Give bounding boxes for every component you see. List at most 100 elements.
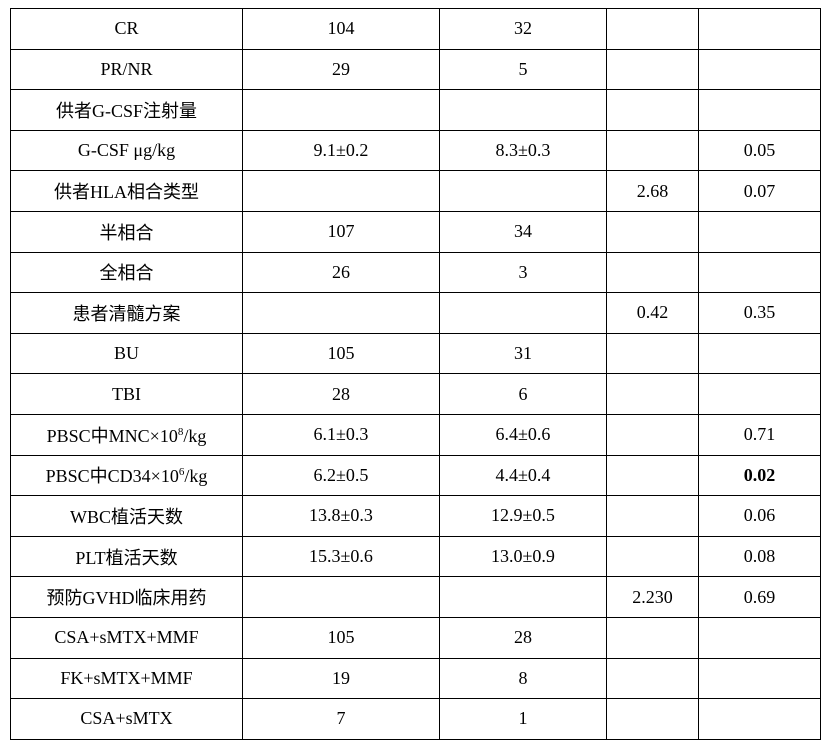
cell-c1: 105 (242, 616, 440, 659)
label-text: PLT植活天数 (75, 547, 178, 568)
row-label: WBC植活天数 (10, 495, 243, 537)
row-label: PLT植活天数 (10, 535, 243, 578)
cell-c4 (698, 251, 821, 294)
table-row: 供者G-CSF注射量 (10, 89, 821, 131)
cell-c1 (242, 292, 440, 334)
cell-c1: 105 (242, 332, 440, 375)
label-exponent: 8 (177, 425, 184, 438)
table-row: 患者清髓方案 0.42 0.35 (10, 292, 821, 334)
cell-c2: 6.4±0.6 (439, 413, 607, 456)
cell-c2: 3 (439, 251, 607, 294)
label-text: 全相合 (99, 263, 154, 284)
label-text: G-CSF μg/kg (77, 140, 176, 161)
row-label: 半相合 (10, 210, 243, 253)
cell-c3 (606, 373, 699, 415)
table-row: CR 104 32 (10, 8, 821, 50)
cell-c4: 0.02 (698, 454, 821, 497)
label-text: WBC植活天数 (69, 506, 183, 527)
table-row: 全相合 26 3 (10, 251, 821, 294)
cell-c1: 6.1±0.3 (242, 413, 440, 456)
row-label: BU (10, 332, 243, 375)
cell-c1 (242, 576, 440, 618)
row-label: PBSC中CD34×106/kg (10, 454, 243, 497)
cell-c4 (698, 332, 821, 375)
table-row: 供者HLA相合类型 2.68 0.07 (10, 170, 821, 212)
table-row: 预防GVHD临床用药 2.230 0.69 (10, 576, 821, 618)
table-row: PBSC中MNC×108/kg 6.1±0.3 6.4±0.6 0.71 (10, 413, 821, 456)
label-text: PR/NR (100, 58, 153, 79)
label-text: CR (114, 18, 139, 39)
cell-c4: 0.69 (698, 576, 821, 618)
data-table: CR 104 32 PR/NR 29 5 供者G-CSF注射量 G-CSF μg/kg 9.1±… (10, 8, 821, 740)
cell-c3 (606, 657, 699, 700)
cell-c3 (606, 495, 699, 537)
table-row: WBC植活天数 13.8±0.3 12.9±0.5 0.06 (10, 495, 821, 537)
cell-c3 (606, 210, 699, 253)
cell-c3 (606, 48, 699, 91)
cell-c4: 0.07 (698, 170, 821, 212)
cell-c4: 0.05 (698, 129, 821, 172)
cell-c2: 34 (439, 210, 607, 253)
cell-c4: 0.08 (698, 535, 821, 578)
cell-c3 (606, 535, 699, 578)
row-label: CSA+sMTX (10, 698, 243, 740)
cell-c2: 13.0±0.9 (439, 535, 607, 578)
cell-c1: 19 (242, 657, 440, 700)
cell-c4: 0.35 (698, 292, 821, 334)
label-text: 供者G-CSF注射量 (55, 100, 198, 121)
row-label: PR/NR (10, 48, 243, 91)
table-row: FK+sMTX+MMF 19 8 (10, 657, 821, 700)
label-text: 供者HLA相合类型 (54, 182, 199, 203)
label-text: TBI (112, 383, 141, 404)
cell-c2 (439, 89, 607, 131)
row-label: 全相合 (10, 251, 243, 294)
label-text: BU (113, 343, 139, 364)
cell-c4 (698, 210, 821, 253)
cell-c3 (606, 89, 699, 131)
row-label: CR (10, 8, 243, 50)
cell-c1: 26 (242, 251, 440, 294)
cell-c2: 6 (439, 373, 607, 415)
table-row: BU 105 31 (10, 332, 821, 375)
label-text: 半相合 (99, 222, 154, 243)
cell-c4: 0.06 (698, 495, 821, 537)
cell-c4: 0.71 (698, 413, 821, 456)
row-label: 供者G-CSF注射量 (10, 89, 243, 131)
table-row: TBI 28 6 (10, 373, 821, 415)
cell-c2: 12.9±0.5 (439, 495, 607, 537)
row-label: 预防GVHD临床用药 (10, 576, 243, 618)
label-text: 预防GVHD临床用药 (46, 588, 207, 609)
cell-c3 (606, 413, 699, 456)
cell-c2: 8.3±0.3 (439, 129, 607, 172)
row-label: TBI (10, 373, 243, 415)
cell-c2 (439, 292, 607, 334)
row-label: 供者HLA相合类型 (10, 170, 243, 212)
cell-c3 (606, 454, 699, 497)
row-label: CSA+sMTX+MMF (10, 616, 243, 659)
cell-c1: 107 (242, 210, 440, 253)
label-text: FK+sMTX+MMF (60, 667, 193, 688)
cell-c1: 13.8±0.3 (242, 495, 440, 537)
cell-c4 (698, 373, 821, 415)
table-row: PBSC中CD34×106/kg 6.2±0.5 4.4±0.4 0.02 (10, 454, 821, 497)
table-row: PLT植活天数 15.3±0.6 13.0±0.9 0.08 (10, 535, 821, 578)
label-exponent: 6 (178, 466, 185, 479)
cell-c2 (439, 576, 607, 618)
cell-c2: 8 (439, 657, 607, 700)
label-text: PBSC中MNC×10 (46, 425, 178, 446)
cell-c3 (606, 698, 699, 740)
row-label: PBSC中MNC×108/kg (10, 413, 243, 456)
table-row: CSA+sMTX 7 1 (10, 698, 821, 740)
cell-c1: 29 (242, 48, 440, 91)
table-row: CSA+sMTX+MMF 105 28 (10, 616, 821, 659)
cell-c4 (698, 8, 821, 50)
label-unit: /kg (184, 466, 208, 487)
cell-c4 (698, 616, 821, 659)
cell-c3 (606, 332, 699, 375)
cell-c3: 0.42 (606, 292, 699, 334)
cell-c3: 2.230 (606, 576, 699, 618)
row-label: 患者清髓方案 (10, 292, 243, 334)
cell-c1: 7 (242, 698, 440, 740)
cell-c4 (698, 698, 821, 740)
cell-c4 (698, 48, 821, 91)
